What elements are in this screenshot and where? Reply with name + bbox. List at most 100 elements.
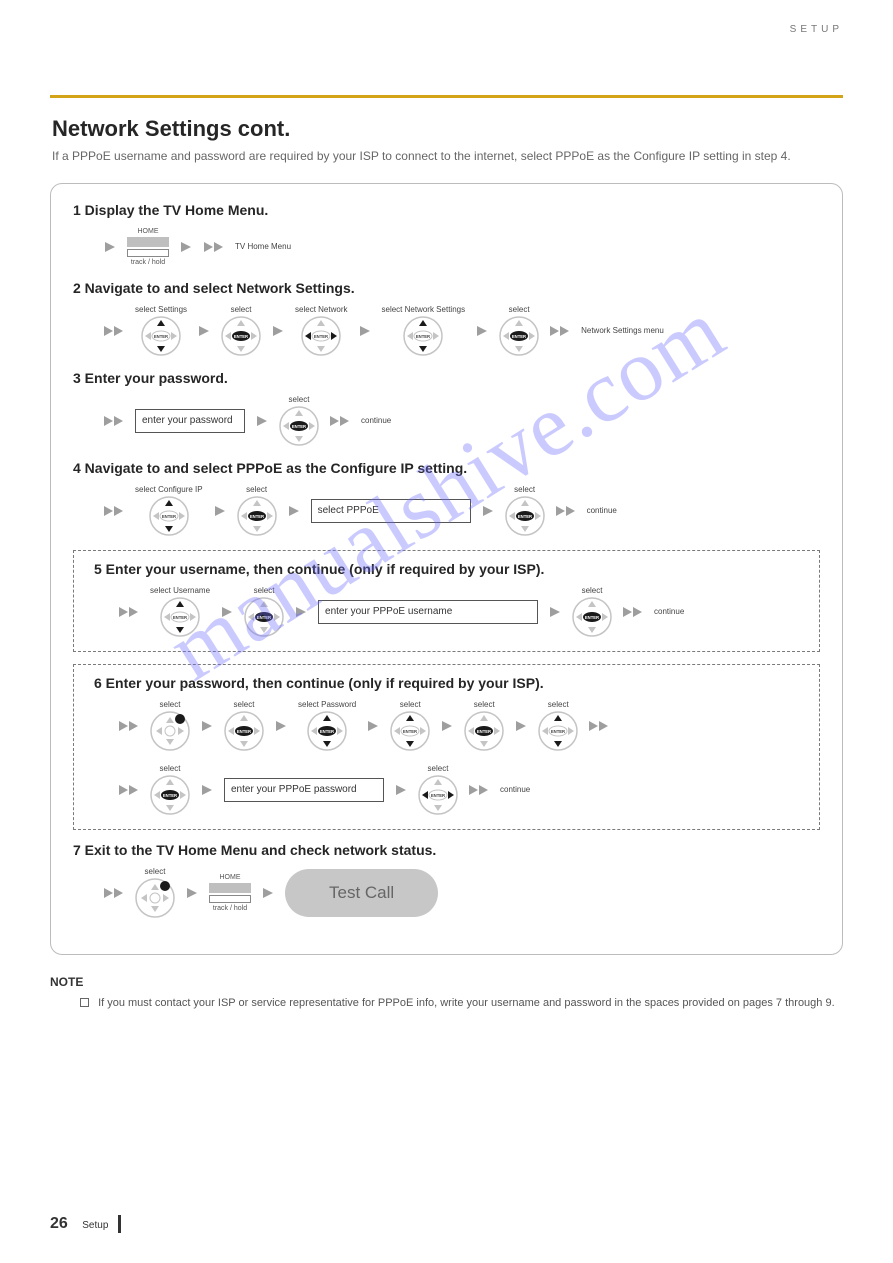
- test-call-button[interactable]: Test Call: [285, 869, 438, 917]
- fast-forward-icon: [118, 605, 140, 619]
- step-6-optional: 6 Enter your password, then continue (on…: [73, 664, 820, 830]
- home-key-icon: HOME track / hold: [209, 874, 251, 912]
- play-icon: [255, 414, 269, 428]
- play-icon: [200, 783, 214, 797]
- pppoe-select-field[interactable]: select PPPoE: [311, 499, 471, 523]
- dpad-icon: select ENTER: [538, 701, 578, 751]
- play-icon: [358, 324, 372, 338]
- step-1: 1 Display the TV Home Menu. HOME track /…: [73, 202, 820, 266]
- play-icon: [213, 504, 227, 518]
- svg-text:ENTER: ENTER: [257, 615, 271, 620]
- play-icon: [200, 719, 214, 733]
- fast-forward-icon: [103, 504, 125, 518]
- svg-text:ENTER: ENTER: [512, 334, 526, 339]
- enter-button-icon: select ENTER: [237, 486, 277, 536]
- step-3-endlabel: continue: [361, 417, 391, 425]
- fast-forward-icon: [622, 605, 644, 619]
- svg-text:ENTER: ENTER: [154, 334, 168, 339]
- play-icon: [103, 240, 117, 254]
- fast-forward-icon: [103, 886, 125, 900]
- enter-button-icon: select ENTER: [572, 587, 612, 637]
- step-1-head: 1 Display the TV Home Menu.: [73, 202, 820, 218]
- fast-forward-icon: [555, 504, 577, 518]
- play-icon: [261, 886, 275, 900]
- chapter-tab: SETUP: [790, 24, 843, 35]
- fast-forward-icon: [103, 324, 125, 338]
- step-4-endlabel: continue: [587, 507, 617, 515]
- step-7-head: 7 Exit to the TV Home Menu and check net…: [73, 842, 820, 858]
- step-5-endlabel: continue: [654, 608, 684, 616]
- svg-text:ENTER: ENTER: [173, 615, 187, 620]
- step-5-head: 5 Enter your username, then continue (on…: [88, 561, 805, 577]
- fast-forward-icon: [549, 324, 571, 338]
- play-icon: [514, 719, 528, 733]
- svg-text:ENTER: ENTER: [551, 729, 565, 734]
- play-icon: [287, 504, 301, 518]
- enter-button-icon: select ENTER: [244, 587, 284, 637]
- page-subtitle: If a PPPoE username and password are req…: [52, 148, 843, 165]
- svg-text:ENTER: ENTER: [237, 729, 251, 734]
- svg-text:ENTER: ENTER: [163, 793, 177, 798]
- play-icon: [271, 324, 285, 338]
- note-heading: NOTE: [50, 975, 843, 989]
- step-1-endlabel: TV Home Menu: [235, 243, 291, 251]
- pppoe-password-field[interactable]: enter your PPPoE password: [224, 778, 384, 802]
- pppoe-username-field[interactable]: enter your PPPoE username: [318, 600, 538, 624]
- play-icon: [185, 886, 199, 900]
- step-4-head: 4 Navigate to and select PPPoE as the Co…: [73, 460, 820, 476]
- step-2-endlabel: Network Settings menu: [581, 327, 664, 335]
- play-icon: [394, 783, 408, 797]
- fast-forward-icon: [118, 719, 140, 733]
- step-3: 3 Enter your password. enter your passwo…: [73, 370, 820, 446]
- password-field[interactable]: enter your password: [135, 409, 245, 433]
- play-icon: [274, 719, 288, 733]
- play-icon: [548, 605, 562, 619]
- svg-text:ENTER: ENTER: [431, 793, 445, 798]
- fast-forward-icon: [203, 240, 225, 254]
- svg-text:ENTER: ENTER: [249, 514, 263, 519]
- fast-forward-icon: [588, 719, 610, 733]
- step-5-optional: 5 Enter your username, then continue (on…: [73, 550, 820, 652]
- enter-button-icon: select ENTER: [499, 306, 539, 356]
- note-1: If you must contact your ISP or service …: [80, 995, 843, 1012]
- dpad-lr-icon: select Network ENTER: [295, 306, 347, 356]
- svg-text:ENTER: ENTER: [234, 334, 248, 339]
- dpad-icon: select ENTER: [390, 701, 430, 751]
- svg-text:ENTER: ENTER: [517, 514, 531, 519]
- play-icon: [294, 605, 308, 619]
- svg-text:ENTER: ENTER: [162, 514, 176, 519]
- enter-button-icon: select ENTER: [279, 396, 319, 446]
- fast-forward-icon: [118, 783, 140, 797]
- svg-text:ENTER: ENTER: [416, 334, 430, 339]
- steps-panel: 1 Display the TV Home Menu. HOME track /…: [50, 183, 843, 955]
- step-3-head: 3 Enter your password.: [73, 370, 820, 386]
- step-6-endlabel: continue: [500, 786, 530, 794]
- play-icon: [220, 605, 234, 619]
- back-button-icon: select: [150, 701, 190, 751]
- fast-forward-icon: [329, 414, 351, 428]
- dpad-icon: select Username ENTER: [150, 587, 210, 637]
- step-4: 4 Navigate to and select PPPoE as the Co…: [73, 460, 820, 536]
- step-7: 7 Exit to the TV Home Menu and check net…: [73, 842, 820, 918]
- dpad-icon: select Network Settings ENTER: [382, 306, 466, 356]
- bullet-icon: [80, 998, 89, 1007]
- svg-text:ENTER: ENTER: [314, 334, 328, 339]
- svg-text:ENTER: ENTER: [292, 424, 306, 429]
- step-6-head: 6 Enter your password, then continue (on…: [88, 675, 805, 691]
- play-icon: [481, 504, 495, 518]
- enter-button-icon: select ENTER: [505, 486, 545, 536]
- play-icon: [197, 324, 211, 338]
- dpad-lr-icon: select ENTER: [418, 765, 458, 815]
- step-2: 2 Navigate to and select Network Setting…: [73, 280, 820, 356]
- play-icon: [475, 324, 489, 338]
- step-2-head: 2 Navigate to and select Network Setting…: [73, 280, 820, 296]
- enter-button-icon: select ENTER: [464, 701, 504, 751]
- enter-button-icon: select ENTER: [224, 701, 264, 751]
- play-icon: [366, 719, 380, 733]
- play-icon: [440, 719, 454, 733]
- svg-text:ENTER: ENTER: [403, 729, 417, 734]
- dpad-icon: select Password ENTER: [298, 701, 356, 751]
- svg-text:ENTER: ENTER: [477, 729, 491, 734]
- page-title: Network Settings cont.: [52, 116, 843, 142]
- home-key-icon: HOME track / hold: [127, 228, 169, 266]
